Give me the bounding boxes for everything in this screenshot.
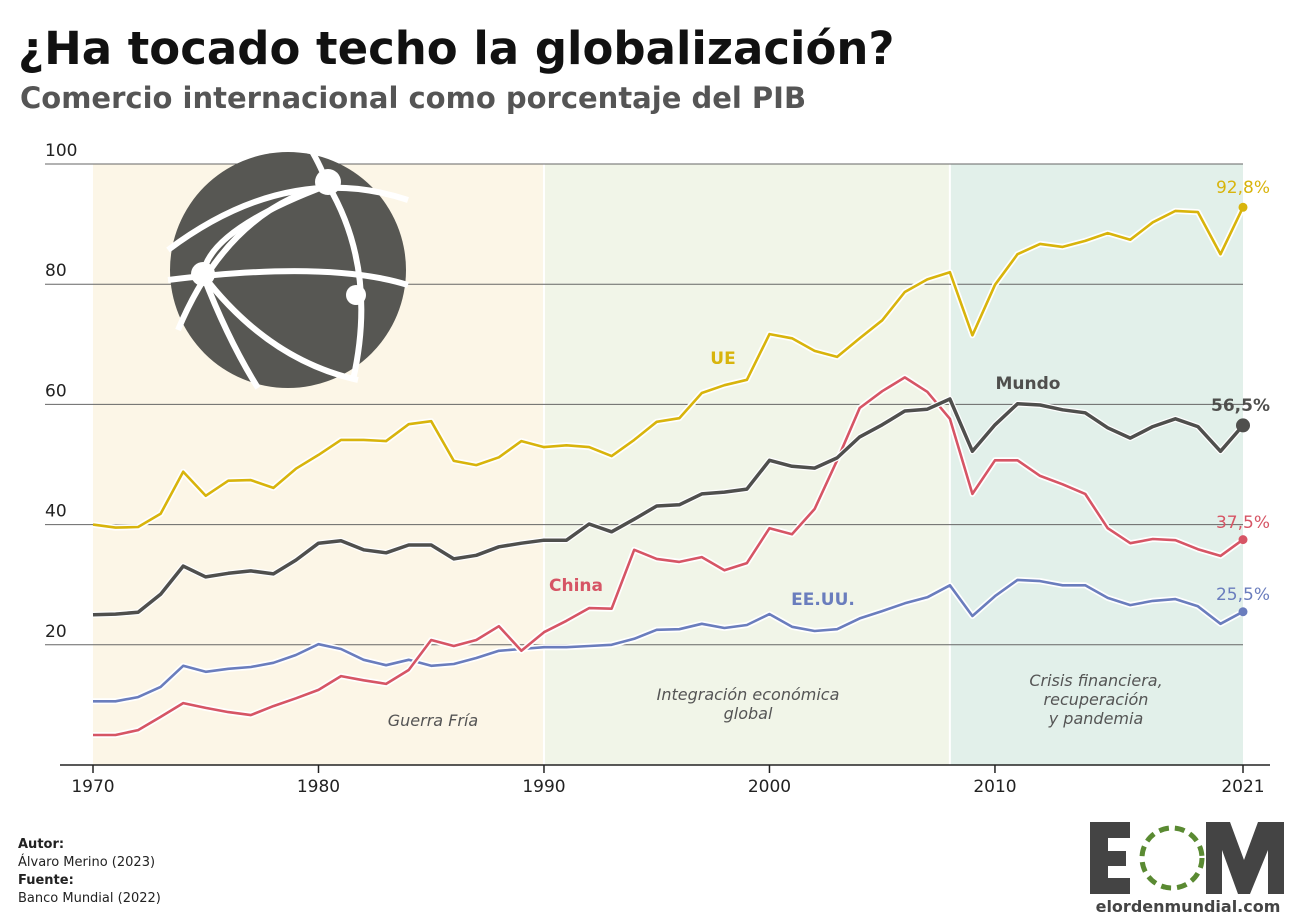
eom-logo[interactable]: elordenmundial.com [1090, 822, 1284, 916]
series-name-label: Mundo [996, 374, 1061, 394]
series-end-marker [1238, 607, 1248, 617]
period-band [543, 164, 950, 765]
series-end-value: 92,8% [1216, 178, 1270, 198]
x-tick-label: 2000 [748, 777, 791, 797]
period-label: Crisis financiera, recuperación y pandemia [1029, 671, 1162, 728]
x-tick-label: 1970 [71, 777, 114, 797]
y-tick-label: 80 [45, 261, 67, 281]
y-tick-label: 20 [45, 622, 67, 642]
x-tick-label: 2021 [1221, 777, 1264, 797]
x-tick-label: 1990 [522, 777, 565, 797]
series-labels: UE 92,8% Mundo 56,5% China 37,5% EE.UU. 25,5% [549, 178, 1270, 610]
author: Álvaro Merino (2023) [18, 854, 155, 870]
series-end-value: 56,5% [1211, 396, 1270, 416]
globe-network-icon [166, 143, 409, 390]
series-line-mundo [92, 397, 1245, 617]
footer-credits: Autor: Álvaro Merino (2023) Fuente: Banc… [18, 837, 161, 906]
source: Banco Mundial (2022) [18, 891, 161, 906]
series-end-marker [1236, 418, 1250, 433]
y-tick-label: 40 [45, 502, 67, 522]
series-end-value: 37,5% [1216, 513, 1270, 533]
series-line-ue [92, 206, 1245, 529]
x-tick-label: 1980 [297, 777, 340, 797]
x-tick-label: 2010 [973, 777, 1016, 797]
series-end-marker [1238, 535, 1248, 545]
series-name-label: UE [710, 349, 735, 369]
period-label: Integración económica global [657, 685, 840, 723]
series-name-label: EE.UU. [791, 590, 855, 610]
logo-url: elordenmundial.com [1096, 897, 1281, 916]
series-name-label: China [549, 576, 603, 596]
period-band [949, 164, 1243, 765]
series-lines [92, 202, 1250, 738]
author-label: Autor: [18, 837, 64, 852]
series-end-marker [1238, 202, 1248, 212]
y-tick-label: 60 [45, 381, 67, 401]
y-tick-label: 100 [45, 141, 77, 161]
series-end-value: 25,5% [1216, 585, 1270, 605]
chart-title: ¿Ha tocado techo la globalización? [18, 22, 895, 75]
series-line-eeuu [93, 578, 1244, 703]
source-label: Fuente: [18, 873, 74, 888]
period-labels: Guerra Fría Integración económica global Cr… [388, 671, 1163, 730]
chart-subtitle: Comercio internacional como porcentaje d… [20, 81, 806, 115]
series-line-china [93, 376, 1244, 737]
period-label: Guerra Fría [388, 711, 478, 730]
axis-ticks: 20 40 60 80 100 1970 1980 1990 2000 2010 2021 [45, 141, 1265, 797]
